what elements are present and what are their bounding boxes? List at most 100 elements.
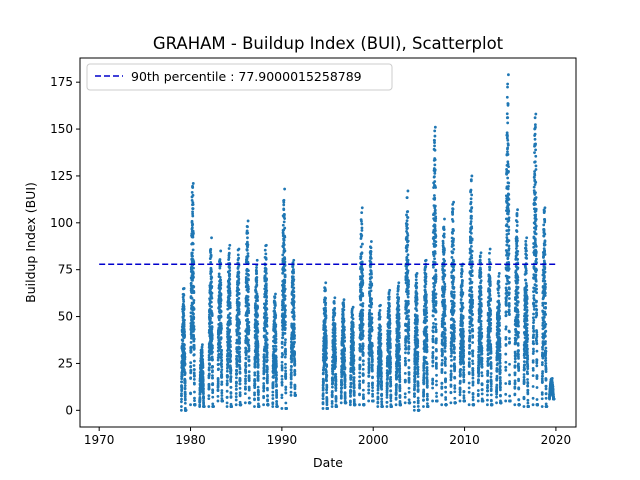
data-point: [245, 248, 249, 252]
data-point: [247, 379, 251, 383]
data-point: [380, 387, 384, 391]
data-point: [399, 403, 403, 407]
data-point: [219, 278, 222, 282]
data-point: [361, 354, 365, 357]
data-point: [180, 389, 184, 393]
data-point: [228, 312, 232, 315]
data-point: [334, 386, 338, 390]
data-point: [237, 326, 241, 330]
data-point: [361, 313, 365, 317]
data-point: [235, 376, 238, 380]
data-point: [246, 285, 250, 289]
data-point: [218, 264, 222, 268]
data-point: [207, 394, 211, 398]
data-point: [290, 371, 293, 374]
data-point: [370, 369, 374, 373]
data-point: [202, 397, 205, 401]
data-point: [247, 338, 250, 342]
data-point: [370, 328, 374, 332]
data-point: [343, 395, 347, 399]
data-point: [256, 374, 260, 378]
data-point: [262, 403, 265, 407]
data-point: [367, 369, 371, 373]
data-point: [228, 287, 232, 290]
data-point: [293, 359, 297, 363]
data-point: [189, 369, 193, 372]
data-point: [360, 234, 364, 237]
data-point: [406, 295, 410, 299]
data-point: [211, 365, 214, 368]
data-point: [342, 333, 346, 337]
data-point: [359, 255, 363, 259]
data-point: [358, 379, 362, 383]
data-point: [247, 311, 251, 315]
data-point: [238, 320, 242, 324]
data-point: [209, 247, 213, 251]
data-point: [406, 289, 410, 293]
data-point: [253, 356, 257, 360]
data-point: [272, 374, 275, 378]
data-point: [358, 364, 362, 368]
data-point: [217, 352, 221, 356]
data-point: [289, 377, 293, 381]
data-point: [265, 370, 269, 373]
data-point: [351, 351, 355, 355]
data-point: [274, 364, 278, 368]
data-point: [385, 386, 389, 390]
data-point: [256, 322, 260, 326]
data-point: [256, 295, 259, 299]
data-point: [283, 268, 287, 272]
data-point: [360, 318, 364, 322]
data-point: [293, 340, 296, 344]
data-point: [256, 379, 260, 382]
data-point: [183, 343, 186, 347]
data-point: [292, 306, 296, 310]
data-point: [368, 293, 372, 296]
data-point: [180, 380, 184, 384]
data-point: [246, 231, 250, 235]
data-point: [333, 323, 337, 327]
data-point: [225, 401, 229, 405]
data-point: [246, 225, 249, 229]
data-point: [380, 397, 384, 401]
data-point: [263, 359, 266, 363]
data-point: [289, 381, 293, 385]
data-point: [234, 392, 238, 395]
data-point: [237, 296, 241, 300]
data-point: [271, 381, 275, 384]
data-point: [334, 383, 338, 386]
data-point: [380, 366, 383, 370]
data-point: [333, 339, 337, 343]
data-point: [220, 348, 224, 352]
data-point: [335, 405, 339, 408]
data-point: [385, 389, 389, 393]
data-point: [211, 402, 215, 406]
data-point: [262, 389, 266, 393]
data-point: [275, 393, 279, 396]
data-point: [219, 315, 223, 319]
data-point: [238, 346, 242, 350]
data-point: [238, 336, 242, 340]
data-point: [244, 385, 247, 389]
data-point: [367, 391, 371, 395]
data-point: [219, 302, 223, 305]
data-point: [191, 212, 195, 216]
data-point: [333, 306, 337, 310]
data-point: [245, 257, 249, 261]
data-point: [191, 232, 195, 236]
data-point: [398, 336, 401, 340]
data-point: [361, 347, 365, 351]
data-point: [237, 275, 241, 278]
data-point: [389, 365, 392, 369]
data-point: [192, 291, 196, 295]
data-point: [247, 287, 250, 291]
data-point: [344, 401, 348, 405]
data-point: [211, 405, 215, 408]
data-point: [361, 274, 365, 278]
data-point: [284, 372, 288, 376]
data-point: [406, 234, 410, 237]
data-point: [229, 395, 233, 398]
data-point: [209, 251, 212, 254]
data-point: [292, 295, 296, 299]
data-point: [189, 403, 192, 407]
